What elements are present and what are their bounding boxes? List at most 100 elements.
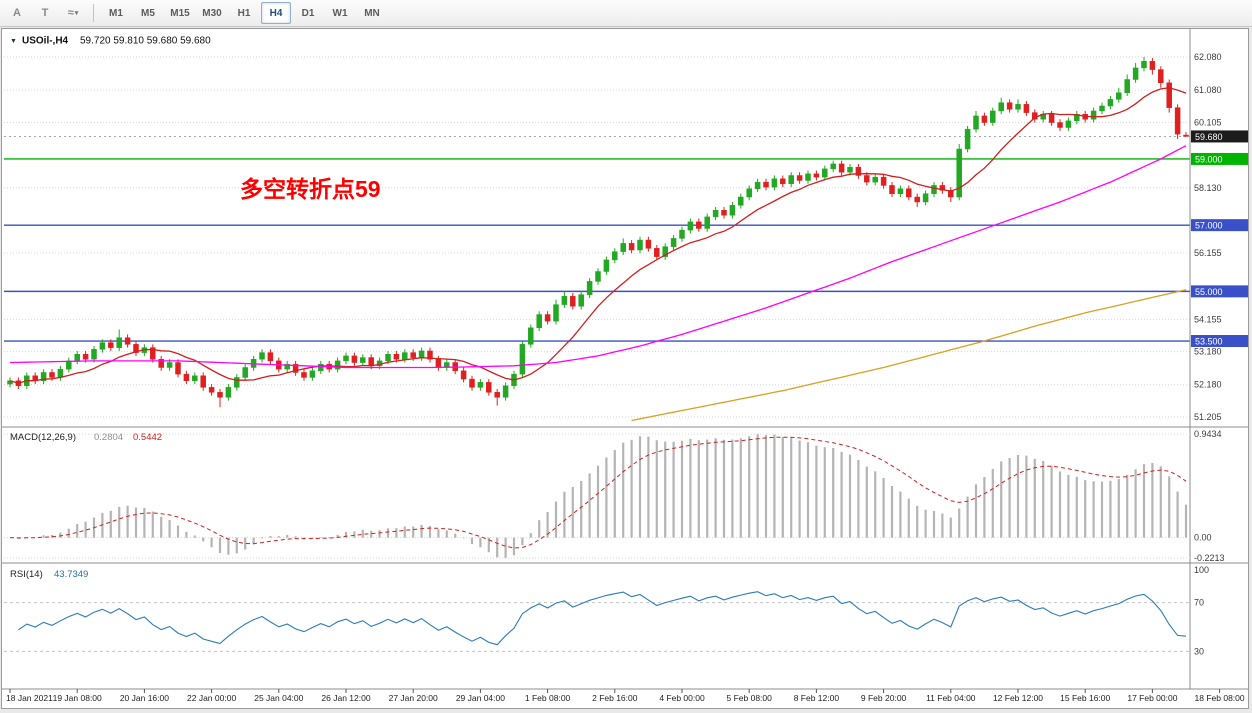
time-axis-label: 17 Feb 00:00 xyxy=(1127,693,1177,703)
time-axis-label: 12 Feb 12:00 xyxy=(993,693,1043,703)
candle-body xyxy=(628,243,635,251)
candle-body xyxy=(670,238,677,247)
candle-body xyxy=(914,196,920,203)
candle-body xyxy=(822,168,828,178)
candle-body xyxy=(82,354,89,360)
price-level-badge-text: 53.500 xyxy=(1195,337,1223,347)
time-axis-label: 27 Jan 20:00 xyxy=(389,693,438,703)
candle-body xyxy=(679,229,685,239)
time-axis-label: 11 Feb 04:00 xyxy=(926,693,976,703)
macd-axis-label: 0.9434 xyxy=(1194,429,1222,439)
candle-body xyxy=(74,354,80,362)
candle-body xyxy=(234,377,240,388)
timeframe-button-m15[interactable]: M15 xyxy=(170,7,190,19)
candle-body xyxy=(561,296,568,305)
candle-body xyxy=(1065,120,1072,128)
rsi-label: RSI(14) xyxy=(10,569,43,580)
candle-body xyxy=(687,221,694,231)
toolbar-button-label-tool[interactable]: T xyxy=(32,2,58,24)
price-level-badge-text: 57.000 xyxy=(1195,221,1223,231)
candle-body xyxy=(956,148,962,198)
candle-body xyxy=(553,304,559,322)
ma-slow-line xyxy=(631,289,1187,422)
candle-body xyxy=(746,188,752,198)
candle-body xyxy=(880,176,887,186)
candle-body xyxy=(1090,110,1097,120)
candle-body xyxy=(1107,99,1114,107)
candle-body xyxy=(536,314,542,329)
candle-body xyxy=(570,296,576,307)
chart-canvas[interactable]: 62.080 61.080 60.105 58.130 56.155 54.155 53.1… xyxy=(2,29,1248,708)
timeframe-button-m5[interactable]: M5 xyxy=(141,7,155,19)
dropdown-caret-icon: ▾ xyxy=(74,10,79,17)
candle-body xyxy=(242,367,248,378)
timeframe-button-mn[interactable]: MN xyxy=(364,7,380,19)
candle-body xyxy=(603,259,610,272)
annotation-text: 多空转折点59 xyxy=(240,176,381,202)
toolbar-button-text-tool[interactable]: A xyxy=(4,2,30,24)
time-axis-label: 29 Jan 04:00 xyxy=(456,693,505,703)
rsi-value: 43.7349 xyxy=(54,569,88,580)
time-axis-label: 18 Feb 08:00 xyxy=(1195,693,1245,703)
macd-axis-label: -0.2213 xyxy=(1194,553,1225,563)
candle-body xyxy=(494,392,500,398)
candle-body xyxy=(729,205,736,216)
rsi-line xyxy=(18,591,1187,646)
time-axis-label: 26 Jan 12:00 xyxy=(321,693,370,703)
timeframe-button-d1[interactable]: D1 xyxy=(301,7,315,19)
candle-body xyxy=(981,115,988,123)
candle-body xyxy=(200,375,206,388)
chart-header: ▼ USOil-,H4 59.720 59.810 59.680 59.680 xyxy=(10,36,211,47)
price-axis-label: 62.080 xyxy=(1194,52,1222,62)
time-axis-label: 15 Feb 16:00 xyxy=(1060,693,1110,703)
candle-body xyxy=(637,239,643,251)
price-level-badge xyxy=(1191,285,1248,298)
candle-body xyxy=(872,176,878,183)
candle-body xyxy=(763,181,769,188)
candle-body xyxy=(208,387,215,393)
candle-body xyxy=(586,281,593,295)
label-tool-icon: T xyxy=(41,7,49,19)
price-level-badge xyxy=(1191,335,1248,348)
time-axis-label: 1 Feb 08:00 xyxy=(525,693,571,703)
toolbar-button-cycle-tool[interactable]: ≈ ▾ xyxy=(60,2,86,24)
candle-body xyxy=(284,363,290,370)
candle-body xyxy=(788,175,794,185)
chart-collapse-icon[interactable]: ▼ xyxy=(10,38,17,45)
timeframe-button-m1[interactable]: M1 xyxy=(109,7,123,19)
candle-body xyxy=(393,354,400,360)
cycle-tool-icon: ≈ xyxy=(67,7,74,19)
candle-body xyxy=(544,314,551,322)
candle-body xyxy=(519,344,526,375)
candle-body xyxy=(460,370,467,380)
candle-body xyxy=(225,387,232,398)
candle-body xyxy=(1124,79,1130,93)
candle-body xyxy=(830,163,836,170)
price-level-badge-text: 55.000 xyxy=(1195,287,1223,297)
chart-title-symbol: USOil-,H4 xyxy=(22,36,69,47)
candle-body xyxy=(1132,67,1139,80)
macd-value-signal: 0.5442 xyxy=(133,432,162,443)
macd-header: MACD(12,26,9) 0.2804 0.5442 xyxy=(10,432,162,443)
candle-body xyxy=(738,196,744,206)
candle-body xyxy=(796,175,803,181)
candle-body xyxy=(805,173,811,181)
candle-body xyxy=(855,166,862,176)
timeframe-button-h4[interactable]: H4 xyxy=(261,2,291,24)
time-axis-label: 19 Jan 08:00 xyxy=(53,693,102,703)
chart-window: 62.080 61.080 60.105 58.130 56.155 54.155 53.1… xyxy=(1,28,1249,709)
chart-title-ohlc: 59.720 59.810 59.680 59.680 xyxy=(80,36,211,47)
toolbar-separator xyxy=(93,4,94,22)
price-axis-label: 54.155 xyxy=(1194,314,1222,324)
price-axis-label: 61.080 xyxy=(1194,85,1222,95)
candle-body xyxy=(1006,102,1013,110)
candle-body xyxy=(1183,134,1189,137)
timeframe-button-m30[interactable]: M30 xyxy=(202,7,222,19)
candle-body xyxy=(91,349,97,360)
candle-body xyxy=(780,178,786,185)
candle-body xyxy=(309,370,316,378)
candle-body xyxy=(654,248,660,257)
timeframe-button-w1[interactable]: W1 xyxy=(332,7,348,19)
candle-body xyxy=(939,185,946,191)
timeframe-button-h1[interactable]: H1 xyxy=(237,7,251,19)
